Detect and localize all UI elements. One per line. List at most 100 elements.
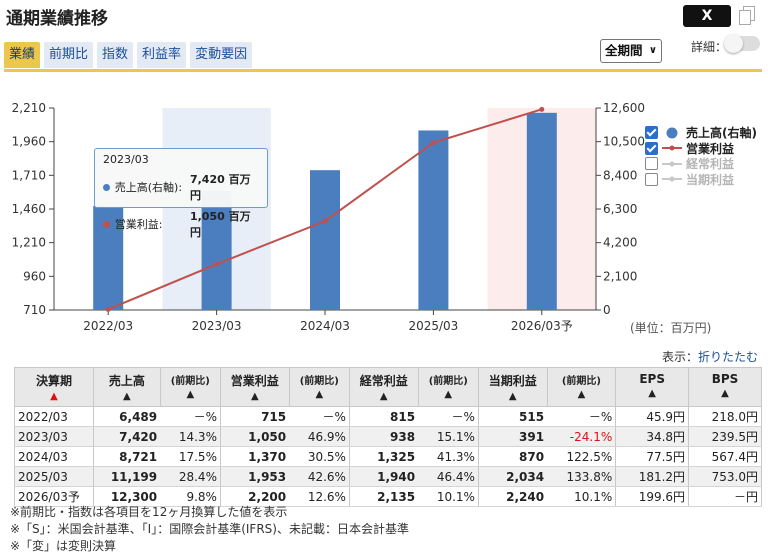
point-operating-profit [322,218,328,224]
table-cell: 10.1% [547,486,616,507]
chart-tooltip: 2023/03 売上高(右軸): 7,420 百万円 営業利益: 1,050 百… [94,148,268,239]
point-operating-profit [539,106,545,112]
table-cell: 45.9円 [615,406,689,427]
x-tick-label: 2024/03 [300,319,350,333]
table-cell: 122.5% [547,446,616,467]
table-cell: －% [289,406,350,427]
left-tick-label: 1,460 [12,202,46,216]
right-tick-label: 6,300 [603,202,637,216]
table-cell: 17.5% [160,446,221,467]
footnote: ※前期比・指数は各項目を12ヶ月換算した値を表示 [10,505,288,519]
collapse-link[interactable]: 折りたたむ [698,350,759,364]
detail-label: 詳細： [691,40,728,54]
col-header-op-yoy[interactable]: (前期比) ▲ [288,367,350,407]
col-header-net[interactable]: 当期利益 ▲ [477,367,548,407]
legend-item-operating-profit[interactable]: 営業利益 [645,141,757,157]
table-cell: 181.2円 [615,466,689,487]
table-cell: 239.5円 [688,426,762,447]
col-header-eps[interactable]: EPS ▲ [615,367,690,407]
footnote: ※「変」は変則決算 [10,539,117,553]
table-cell: 6,489 [93,406,161,427]
table-cell: 9.8% [160,486,221,507]
table-cell: 715 [219,406,290,427]
right-tick-label: 4,200 [603,236,637,250]
table-cell: 11,199 [93,466,161,487]
table-cell: 218.0円 [688,406,762,427]
bar-sales [418,130,449,310]
table-row: 2022/03 6,489 －% 715 －% 815 －% 515 －% 45.9円 218.0円 [13,406,762,427]
col-header-ordinary-yoy[interactable]: (前期比) ▲ [417,367,479,407]
table-cell: －% [547,406,616,427]
checkbox-operating-profit[interactable] [645,141,658,155]
table-row: 2025/03 11,199 28.4% 1,953 42.6% 1,940 46.4% 2,… [13,466,762,487]
tooltip-value-sales: 7,420 百万円 [189,173,251,202]
table-cell: 12,300 [93,486,161,507]
col-header-sales[interactable]: 売上高 ▲ [93,367,161,407]
table-cell: 15.1% [418,426,479,447]
tooltip-line-marker [103,220,110,228]
tab-performance[interactable]: 業績 [4,42,41,68]
tab-index[interactable]: 指数 [97,42,134,68]
right-tick-label: 8,400 [603,168,637,182]
table-cell: -24.1% [547,426,616,447]
table-cell: 1,325 [348,446,419,467]
bar-sales [201,191,232,310]
table-cell: 10.1% [418,486,479,507]
performance-table: 決算期 ▲ 売上高 ▲ (前期比) ▲ 営業利益 ▲ (前期比) ▲ 経常利益 ▲ (前期比… [13,367,762,507]
table-cell: 28.4% [160,466,221,487]
table-cell: 567.4円 [688,446,762,467]
col-header-sales-yoy[interactable]: (前期比) ▲ [159,367,221,407]
col-header-period[interactable]: 決算期 ▲ [13,367,95,407]
table-cell: 41.3% [418,446,479,467]
x-share-button[interactable]: X [683,5,731,27]
col-header-bps[interactable]: BPS ▲ [688,367,762,407]
table-cell: －円 [688,486,762,507]
table-cell: 870 [477,446,548,467]
checkbox-ordinary-profit[interactable] [645,157,658,171]
left-tick-label: 1,210 [12,236,46,250]
table-cell: 1,050 [219,426,290,447]
table-cell: 7,420 [93,426,161,447]
legend-item-sales[interactable]: 売上高(右軸) [645,125,757,141]
detail-toggle[interactable] [724,34,760,53]
x-tick-label: 2022/03 [83,319,133,333]
bar-marker-icon [662,127,682,139]
table-cell: －% [418,406,479,427]
copy-icon[interactable] [739,6,756,26]
table-cell: 14.3% [160,426,221,447]
table-row: 2024/03 8,721 17.5% 1,370 30.5% 1,325 41.3% 870… [13,446,762,467]
table-cell: 2024/03 [13,446,94,467]
page-title: 通期業績推移 [6,9,108,29]
table-cell: 199.6円 [615,486,689,507]
tab-margin[interactable]: 利益率 [137,42,187,68]
checkbox-sales[interactable] [645,126,658,140]
table-cell: 938 [348,426,419,447]
table-cell: 2,034 [477,466,548,487]
table-cell: 42.6% [289,466,350,487]
display-label: 表示： [662,350,699,364]
tab-yoy[interactable]: 前期比 [44,42,94,68]
table-cell: 46.9% [289,426,350,447]
legend-item-net-profit[interactable]: 当期利益 [645,172,757,188]
point-operating-profit [105,306,111,312]
col-header-net-yoy[interactable]: (前期比) ▲ [546,367,617,407]
checkbox-net-profit[interactable] [645,172,658,186]
col-header-op[interactable]: 営業利益 ▲ [219,367,290,407]
period-select-value: 全期間 [605,43,643,58]
table-cell: 2026/03予 [13,486,94,507]
x-tick-label: 2023/03 [192,319,242,333]
table-cell: 2025/03 [13,466,94,487]
left-tick-label: 710 [23,303,46,317]
tab-change-factors[interactable]: 変動要因 [190,42,253,68]
x-tick-label: 2025/03 [408,319,458,333]
footnotes: ※前期比・指数は各項目を12ヶ月換算した値を表示 ※「S」：米国会計基準、「I」… [10,504,409,555]
line-marker-icon [662,144,682,152]
table-row: 2026/03予 12,300 9.8% 2,200 12.6% 2,135 10.1% 2,… [13,486,762,507]
legend-item-ordinary-profit[interactable]: 経常利益 [645,156,757,172]
toggle-knob [724,34,743,53]
right-tick-label: 2,100 [603,269,637,283]
col-header-ordinary[interactable]: 経常利益 ▲ [348,367,419,407]
period-select[interactable]: 全期間 ∨ [600,39,662,63]
table-row: 2023/03 7,420 14.3% 1,050 46.9% 938 15.1% 391 -2… [13,426,762,447]
tab-bar: 業績 前期比 指数 利益率 変動要因 [4,42,256,71]
